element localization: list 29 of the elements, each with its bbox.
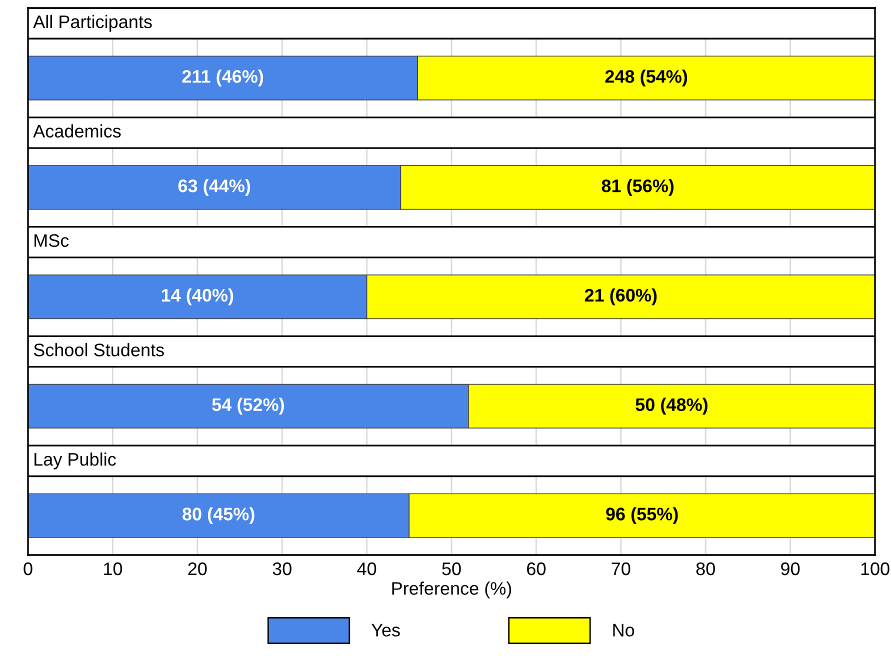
x-tick-label: 30 — [272, 562, 292, 576]
data-label: 96 (55%) — [606, 507, 678, 524]
data-label: 80 (45%) — [182, 507, 254, 524]
data-label: 14 (40%) — [162, 288, 234, 306]
y-tick-label: All Participants — [33, 14, 152, 32]
x-tick-label: 10 — [104, 562, 122, 576]
data-label: 248 (54%) — [605, 70, 688, 86]
data-label: 63 (44%) — [178, 179, 250, 196]
x-tick-label: 40 — [357, 562, 376, 576]
data-label: 50 (48%) — [636, 398, 708, 415]
x-tick-label: 80 — [696, 562, 715, 576]
legend-label: No — [613, 624, 634, 637]
x-tick-label: 60 — [527, 562, 546, 576]
y-tick-label: Academics — [33, 124, 121, 138]
x-axis-title: Preference (%) — [392, 582, 512, 598]
y-tick-label: School Students — [34, 343, 164, 356]
y-tick-label: MSc — [34, 234, 69, 247]
x-tick-label: 20 — [188, 562, 207, 576]
y-tick-label: Lay Public — [34, 452, 116, 470]
x-tick-label: 50 — [442, 562, 461, 576]
data-label: 21 (60%) — [584, 288, 657, 306]
data-label: 81 (56%) — [602, 179, 674, 196]
data-label: 211 (46%) — [182, 70, 264, 86]
x-tick-label: 70 — [612, 562, 630, 576]
x-tick-label: 100 — [861, 562, 890, 576]
x-tick-label: 0 — [24, 562, 32, 576]
legend-label: Yes — [371, 624, 400, 637]
x-tick-label: 90 — [781, 562, 800, 576]
data-label: 54 (52%) — [212, 398, 284, 415]
